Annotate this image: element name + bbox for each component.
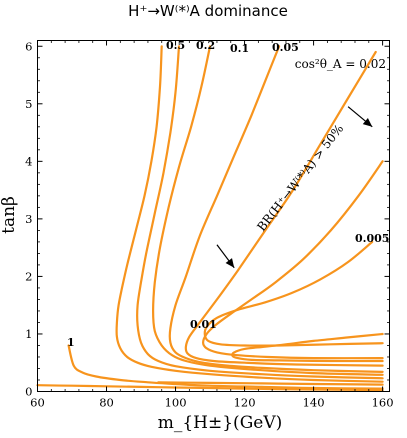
contour-label-0.1: 0.1 — [230, 42, 249, 55]
contour-label-0.01: 0.01 — [190, 318, 217, 331]
y-tick-label: 2 — [25, 269, 32, 283]
x-tick-label: 160 — [372, 396, 394, 410]
contour-label-0.05: 0.05 — [272, 41, 299, 54]
contour-line-0.5 — [115, 45, 384, 383]
y-tick-label: 6 — [25, 39, 32, 53]
x-tick-label: 60 — [30, 396, 45, 410]
contour-line-0.01 — [203, 240, 384, 347]
annotation-arrow-head — [362, 117, 373, 127]
contour-label-0.005: 0.005 — [355, 232, 389, 245]
contour-line-0.02 — [184, 50, 384, 367]
contour-line-unlabeled-9 — [36, 384, 384, 392]
contour-label-1: 1 — [67, 336, 75, 349]
y-axis-label: tanβ — [0, 196, 19, 234]
contour-line-1 — [67, 344, 384, 390]
x-tick-label: 120 — [234, 396, 256, 410]
y-tick-label: 0 — [25, 385, 32, 399]
y-tick-label: 3 — [25, 212, 32, 226]
x-tick-label: 100 — [165, 396, 187, 410]
annotation-arrow-head — [225, 258, 235, 268]
x-tick-label: 140 — [303, 396, 325, 410]
contour-labels: 0.5 0.2 0.1 0.05 0.01 0.005 1 — [67, 39, 389, 349]
plot-frame — [37, 40, 390, 392]
contour-line-0.2 — [136, 45, 384, 380]
cos-theta-annotation: cos²θ_A = 0.02 — [295, 57, 386, 71]
annotation-arrows — [216, 106, 373, 269]
contour-line-unlabeled-10 — [157, 381, 384, 386]
y-tick-label: 1 — [25, 327, 32, 341]
contour-line-unlabeled-8 — [231, 332, 384, 363]
contour-label-0.2: 0.2 — [196, 39, 215, 52]
contour-line-0.1 — [152, 45, 384, 376]
chart-title: H⁺→W⁽*⁾A dominance — [128, 2, 288, 20]
contour-label-0.5: 0.5 — [166, 39, 185, 52]
axis-ticks: 60 80 100 120 140 160 0 1 2 3 4 5 6 — [25, 39, 393, 409]
y-tick-label: 5 — [25, 97, 32, 111]
x-axis-label: m_{H±}(GeV) — [158, 413, 283, 433]
x-tick-label: 80 — [99, 396, 114, 410]
contour-line-0.05 — [168, 45, 384, 373]
y-tick-label: 4 — [25, 154, 32, 168]
contour-line-0.005 — [202, 160, 384, 360]
branching-ratio-annotation: BR(H⁺→W⁽*⁾A) > 50% — [254, 122, 346, 234]
contour-lines — [36, 45, 384, 392]
